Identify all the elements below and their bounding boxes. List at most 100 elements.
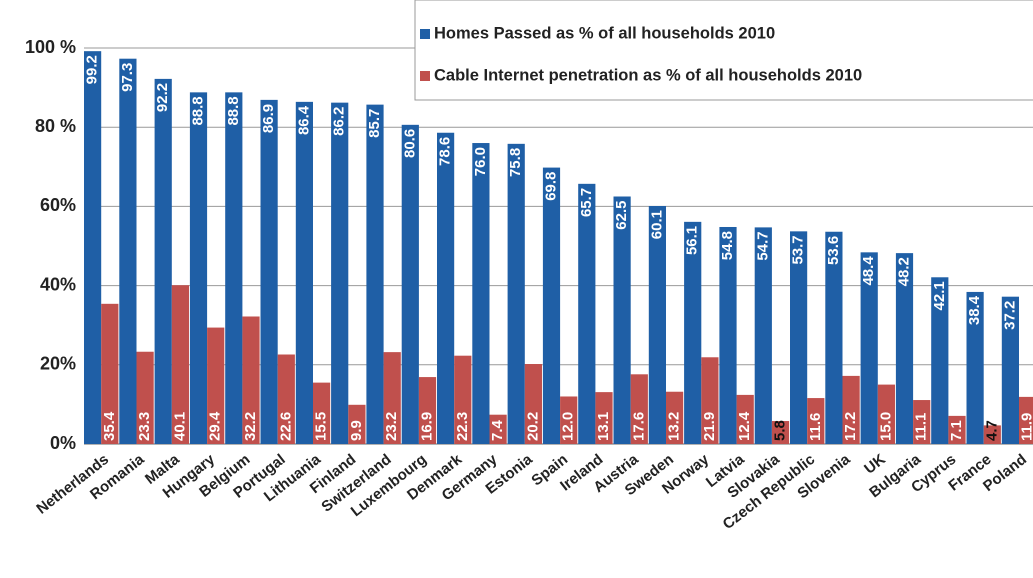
bar	[895, 253, 914, 444]
bar	[295, 101, 313, 444]
bar	[771, 421, 790, 444]
value-label: 48.2	[895, 257, 912, 286]
value-label: 13.1	[595, 412, 612, 441]
bar	[648, 206, 666, 444]
bar	[507, 143, 525, 444]
value-label: 86.2	[331, 107, 348, 136]
value-label: 20.2	[524, 412, 541, 441]
bar	[136, 351, 154, 444]
value-label: 60.1	[648, 210, 665, 239]
value-label: 17.2	[842, 412, 859, 441]
y-tick-label: 40%	[40, 274, 76, 294]
bar	[119, 58, 137, 444]
value-label: 88.8	[225, 96, 242, 125]
bar	[454, 355, 472, 444]
bar	[84, 51, 102, 444]
value-label: 53.6	[825, 236, 842, 265]
bar	[825, 231, 843, 444]
value-label: 86.4	[295, 105, 312, 135]
bar	[242, 316, 260, 444]
value-label: 23.3	[136, 412, 153, 441]
value-label: 80.6	[401, 129, 418, 158]
bar	[437, 132, 455, 444]
y-tick-label: 20%	[40, 354, 76, 374]
bar	[595, 392, 613, 444]
legend-swatch	[420, 29, 430, 39]
value-label: 23.2	[383, 412, 400, 441]
bar	[807, 398, 825, 444]
value-label: 7.4	[489, 419, 506, 441]
bar	[542, 167, 561, 445]
value-label: 85.7	[366, 109, 383, 138]
bar	[348, 404, 366, 444]
bar	[860, 252, 878, 444]
bar	[313, 382, 331, 444]
legend-swatch	[420, 71, 430, 81]
bar	[171, 285, 189, 444]
bar	[842, 375, 860, 444]
legend-label: Homes Passed as % of all households 2010	[434, 24, 775, 42]
bar	[189, 92, 208, 445]
bar	[931, 277, 949, 444]
value-label: 12.0	[560, 412, 577, 441]
value-label: 56.1	[684, 226, 701, 255]
bar	[560, 396, 578, 444]
value-label: 42.1	[931, 281, 948, 310]
value-label: 17.6	[630, 412, 647, 441]
legend-label: Cable Internet penetration as % of all h…	[434, 66, 862, 84]
bar	[277, 354, 295, 444]
value-label: 11.9	[1019, 413, 1033, 441]
bar	[966, 291, 984, 444]
bar	[666, 391, 684, 444]
value-label: 29.4	[207, 411, 224, 441]
bar	[754, 227, 772, 444]
value-label: 97.3	[119, 63, 136, 92]
value-label: 86.9	[260, 104, 277, 133]
value-label: 54.7	[754, 231, 771, 260]
value-label: 76.0	[472, 147, 489, 176]
bar	[684, 221, 702, 444]
bar	[225, 92, 243, 445]
bar	[401, 124, 419, 444]
bar	[630, 374, 648, 444]
value-label: 53.7	[790, 235, 807, 264]
value-label: 62.5	[613, 201, 630, 230]
value-label: 38.4	[966, 295, 983, 325]
value-label: 12.4	[736, 411, 753, 441]
bar	[524, 364, 542, 444]
value-label: 11.6	[807, 413, 824, 441]
value-label: 21.9	[701, 412, 718, 441]
value-label: 5.8	[771, 420, 788, 441]
bar	[790, 231, 808, 444]
value-label: 75.8	[507, 148, 524, 177]
bar	[101, 303, 119, 444]
value-label: 22.6	[277, 412, 294, 441]
bar	[1019, 396, 1033, 444]
value-label: 16.9	[418, 412, 435, 441]
y-tick-label: 100 %	[25, 37, 76, 57]
value-label: 78.6	[437, 137, 454, 166]
value-label: 69.8	[542, 172, 559, 201]
bar	[613, 196, 631, 444]
bar	[366, 104, 384, 445]
value-label: 54.8	[719, 231, 736, 260]
bar	[472, 143, 490, 445]
bar	[719, 226, 737, 444]
value-label: 11.1	[913, 413, 930, 441]
y-tick-label: 0%	[50, 433, 76, 453]
value-label: 65.7	[578, 188, 595, 217]
value-label: 9.9	[348, 420, 365, 441]
y-tick-label: 60%	[40, 195, 76, 215]
bar	[418, 377, 437, 444]
value-label: 15.0	[877, 412, 894, 441]
y-tick-label: 80 %	[35, 116, 76, 136]
value-label: 22.3	[454, 412, 471, 441]
value-label: 99.2	[84, 55, 101, 84]
bar	[260, 99, 278, 444]
value-label: 7.1	[948, 420, 965, 441]
bar	[331, 102, 349, 444]
value-label: 15.5	[313, 412, 330, 441]
value-label: 37.2	[1001, 301, 1018, 330]
